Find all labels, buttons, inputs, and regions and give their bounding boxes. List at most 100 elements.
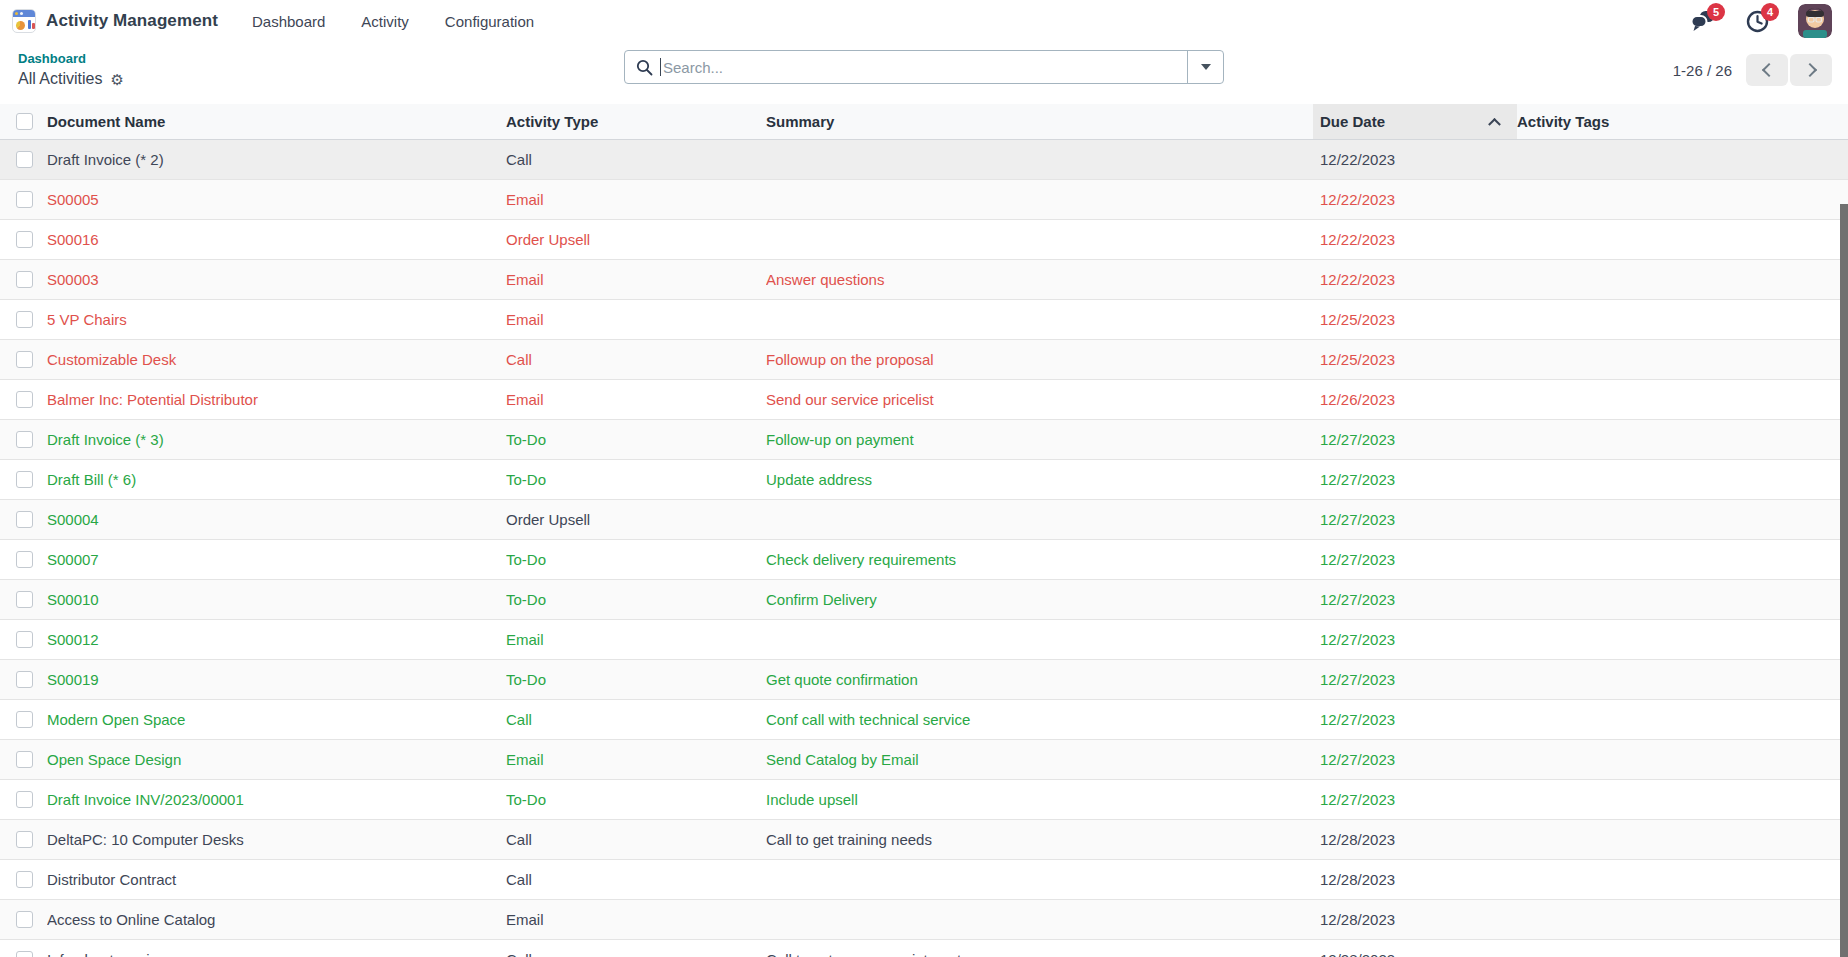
cell-activity-type: Call — [506, 871, 766, 888]
activities-badge: 4 — [1761, 3, 1779, 21]
table-row[interactable]: S00007To-DoCheck delivery requirements12… — [0, 540, 1848, 580]
cell-summary: Call to get training needs — [766, 831, 1313, 848]
search-dropdown-toggle[interactable] — [1187, 51, 1223, 83]
row-checkbox[interactable] — [16, 431, 33, 448]
menu-activity[interactable]: Activity — [361, 13, 409, 30]
row-checkbox[interactable] — [16, 631, 33, 648]
table-row[interactable]: Customizable DeskCallFollowup on the pro… — [0, 340, 1848, 380]
menu-dashboard[interactable]: Dashboard — [252, 13, 325, 30]
cell-due-date: 12/28/2023 — [1313, 911, 1517, 928]
cell-activity-type: Email — [506, 911, 766, 928]
column-header-activity-type[interactable]: Activity Type — [506, 113, 766, 130]
row-checkbox[interactable] — [16, 191, 33, 208]
column-header-document-name[interactable]: Document Name — [47, 113, 506, 130]
cell-summary: Send Catalog by Email — [766, 751, 1313, 768]
chevron-left-icon — [1761, 63, 1775, 77]
table-row[interactable]: Draft Invoice (* 2)Call12/22/2023 — [0, 140, 1848, 180]
search-input[interactable] — [661, 59, 1187, 76]
table-row[interactable]: S00019To-DoGet quote confirmation12/27/2… — [0, 660, 1848, 700]
row-checkbox[interactable] — [16, 311, 33, 328]
messages-button[interactable]: 5 — [1690, 8, 1716, 34]
cell-due-date: 12/27/2023 — [1313, 751, 1517, 768]
settings-gear-icon[interactable]: ⚙ — [110, 72, 123, 87]
cell-activity-type: Order Upsell — [506, 231, 766, 248]
row-checkbox[interactable] — [16, 471, 33, 488]
table-row[interactable]: Draft Invoice (* 3)To-DoFollow-up on pay… — [0, 420, 1848, 460]
search-bar — [624, 50, 1224, 84]
messages-badge: 5 — [1707, 3, 1725, 21]
cell-due-date: 12/27/2023 — [1313, 591, 1517, 608]
row-checkbox[interactable] — [16, 551, 33, 568]
app-title[interactable]: Activity Management — [46, 11, 218, 31]
cell-summary: Call to set up an appointment — [766, 951, 1313, 957]
table-row[interactable]: S00016Order Upsell12/22/2023 — [0, 220, 1848, 260]
row-checkbox[interactable] — [16, 911, 33, 928]
table-row[interactable]: S00012Email12/27/2023 — [0, 620, 1848, 660]
row-checkbox[interactable] — [16, 271, 33, 288]
cell-activity-type: Call — [506, 711, 766, 728]
cell-due-date: 12/26/2023 — [1313, 391, 1517, 408]
table-row[interactable]: Balmer Inc: Potential DistributorEmailSe… — [0, 380, 1848, 420]
table-row[interactable]: Draft Invoice INV/2023/00001To-DoInclude… — [0, 780, 1848, 820]
cell-activity-type: Order Upsell — [506, 511, 766, 528]
activities-list: Document Name Activity Type Summary Due … — [0, 104, 1848, 957]
pager-next-button[interactable] — [1790, 54, 1832, 86]
row-checkbox[interactable] — [16, 151, 33, 168]
scrollbar-thumb[interactable] — [1840, 204, 1848, 957]
user-avatar[interactable] — [1798, 4, 1832, 38]
table-row[interactable]: Open Space DesignEmailSend Catalog by Em… — [0, 740, 1848, 780]
cell-activity-type: To-Do — [506, 551, 766, 568]
table-row[interactable]: 5 VP ChairsEmail12/25/2023 — [0, 300, 1848, 340]
row-checkbox[interactable] — [16, 591, 33, 608]
menu-configuration[interactable]: Configuration — [445, 13, 534, 30]
cell-activity-type: Call — [506, 831, 766, 848]
row-checkbox[interactable] — [16, 751, 33, 768]
row-checkbox[interactable] — [16, 391, 33, 408]
row-checkbox[interactable] — [16, 671, 33, 688]
chevron-down-icon — [1201, 64, 1211, 70]
cell-activity-type: Email — [506, 391, 766, 408]
table-row[interactable]: S00003EmailAnswer questions12/22/2023 — [0, 260, 1848, 300]
table-row[interactable]: Access to Online CatalogEmail12/28/2023 — [0, 900, 1848, 940]
cell-due-date: 12/28/2023 — [1313, 831, 1517, 848]
cell-summary: Followup on the proposal — [766, 351, 1313, 368]
row-checkbox[interactable] — [16, 791, 33, 808]
column-header-summary[interactable]: Summary — [766, 113, 1313, 130]
row-checkbox[interactable] — [16, 951, 33, 957]
row-checkbox[interactable] — [16, 831, 33, 848]
cell-summary: Update address — [766, 471, 1313, 488]
table-row[interactable]: Distributor ContractCall12/28/2023 — [0, 860, 1848, 900]
cell-document-name: S00003 — [47, 271, 506, 288]
cell-document-name: Draft Bill (* 6) — [47, 471, 506, 488]
cell-summary: Check delivery requirements — [766, 551, 1313, 568]
cell-due-date: 12/27/2023 — [1313, 711, 1517, 728]
row-checkbox[interactable] — [16, 871, 33, 888]
table-row[interactable]: Modern Open SpaceCallConf call with tech… — [0, 700, 1848, 740]
main-menu: Dashboard Activity Configuration — [252, 13, 534, 30]
table-row[interactable]: S00005Email12/22/2023 — [0, 180, 1848, 220]
row-checkbox[interactable] — [16, 351, 33, 368]
breadcrumb-dashboard-link[interactable]: Dashboard — [18, 51, 86, 66]
pager-range: 1-26 / 26 — [1673, 62, 1732, 79]
table-row[interactable]: DeltaPC: 10 Computer DesksCallCall to ge… — [0, 820, 1848, 860]
cell-due-date: 12/22/2023 — [1313, 231, 1517, 248]
cell-document-name: S00012 — [47, 631, 506, 648]
table-row[interactable]: Draft Bill (* 6)To-DoUpdate address12/27… — [0, 460, 1848, 500]
table-row[interactable]: S00010To-DoConfirm Delivery12/27/2023 — [0, 580, 1848, 620]
row-checkbox[interactable] — [16, 231, 33, 248]
vertical-scrollbar[interactable] — [1840, 204, 1848, 957]
app-logo-icon[interactable] — [12, 9, 36, 33]
row-checkbox[interactable] — [16, 711, 33, 728]
cell-document-name: 5 VP Chairs — [47, 311, 506, 328]
pager-previous-button[interactable] — [1746, 54, 1788, 86]
cell-due-date: 12/27/2023 — [1313, 511, 1517, 528]
cell-activity-type: Email — [506, 271, 766, 288]
select-all-checkbox[interactable] — [16, 113, 33, 130]
column-header-activity-tags[interactable]: Activity Tags — [1517, 113, 1848, 130]
row-checkbox[interactable] — [16, 511, 33, 528]
activities-button[interactable]: 4 — [1744, 8, 1770, 34]
cell-document-name: Customizable Desk — [47, 351, 506, 368]
table-row[interactable]: S00004Order Upsell12/27/2023 — [0, 500, 1848, 540]
table-row[interactable]: Info about servicesCallCall to set up an… — [0, 940, 1848, 957]
column-header-due-date[interactable]: Due Date — [1313, 104, 1517, 139]
